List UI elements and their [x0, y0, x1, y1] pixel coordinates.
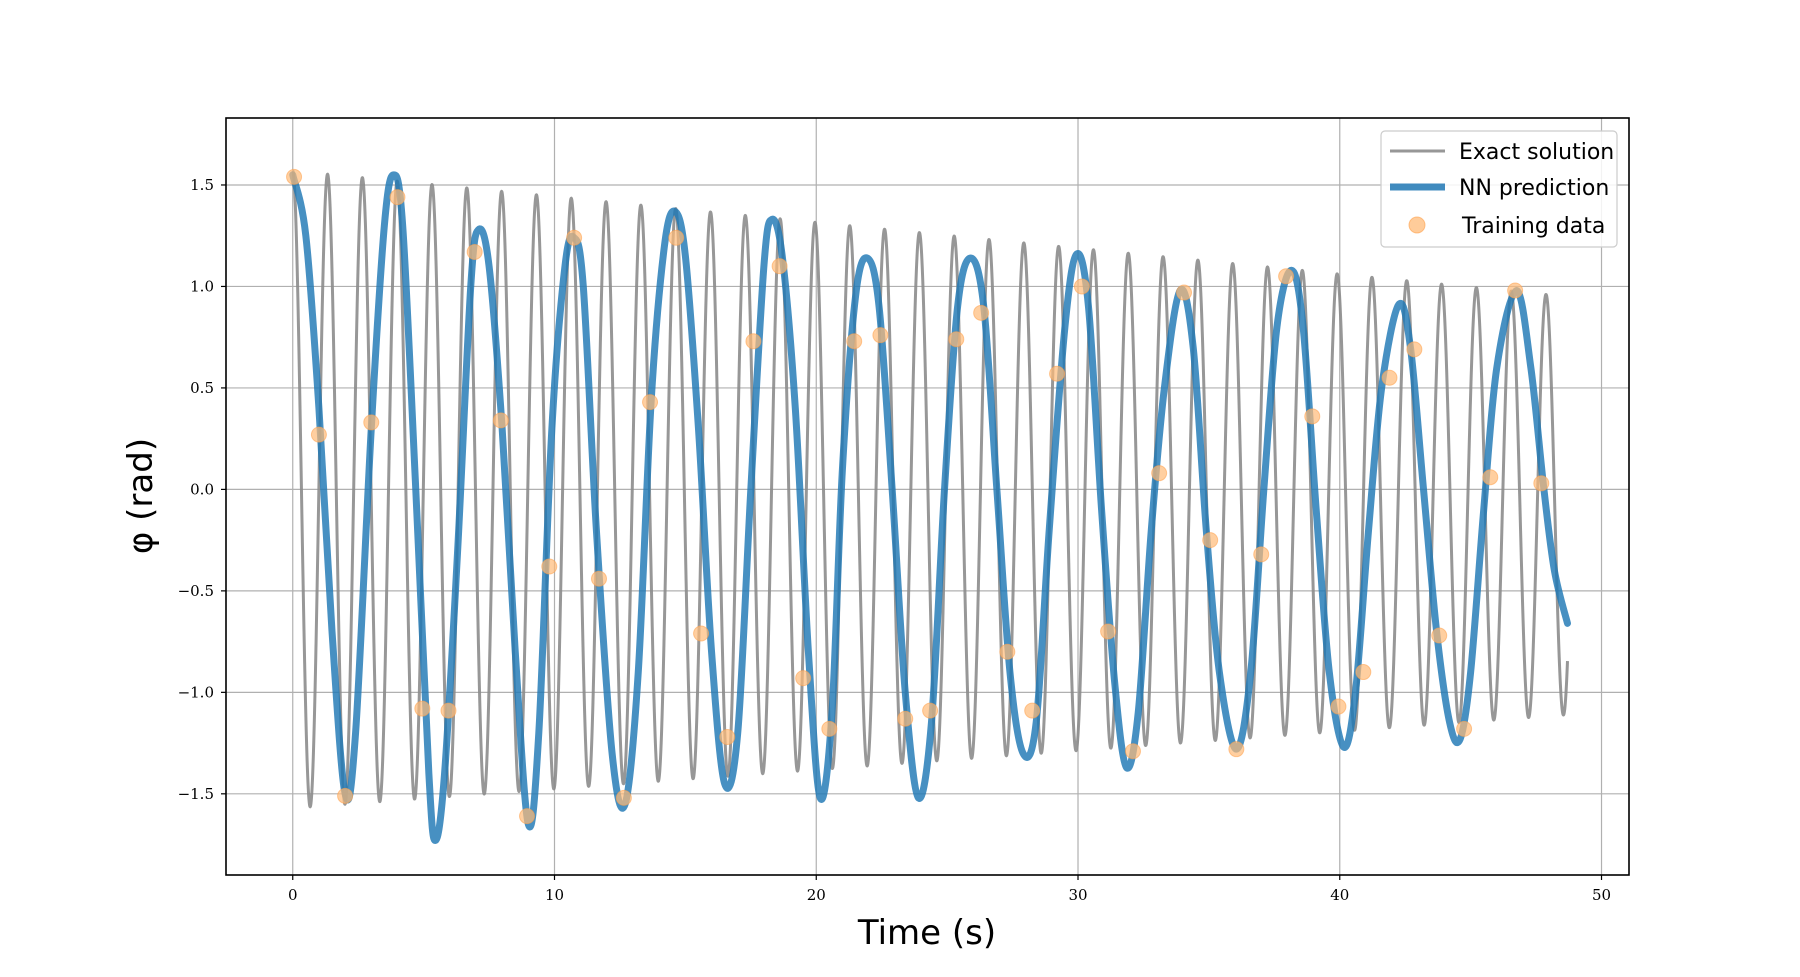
training-data-point [615, 789, 632, 806]
y-tick-label: 0.0 [190, 480, 214, 498]
nn-prediction-line [289, 171, 1571, 844]
x-axis-label: Time (s) [857, 913, 996, 953]
y-tick-label: 1.5 [190, 176, 214, 194]
training-data-point [1330, 698, 1347, 715]
training-data-point [846, 333, 863, 350]
training-data-point [591, 570, 607, 587]
training-data-point [566, 229, 583, 246]
training-data-point [363, 414, 380, 431]
training-data-point [1049, 365, 1066, 382]
training-data-point [922, 702, 939, 719]
training-data-point [541, 558, 558, 575]
legend-label-nn: NN prediction [1459, 176, 1609, 201]
training-data-point [1355, 664, 1372, 681]
x-tick-label: 0 [288, 886, 298, 904]
training-data-point [440, 702, 457, 719]
y-tick-label: −1.0 [178, 683, 214, 701]
training-data-point [1202, 532, 1219, 549]
training-data-point [795, 670, 812, 687]
y-tick-label: −0.5 [178, 582, 214, 600]
training-data-point [310, 426, 327, 443]
training-data-point [1100, 623, 1117, 640]
y-tick-label: −1.5 [178, 785, 214, 803]
training-data-point [1278, 268, 1295, 285]
training-data-point [1304, 408, 1321, 425]
training-data-point [389, 189, 406, 206]
legend-swatch-training [1408, 216, 1426, 234]
training-data-point [1073, 278, 1090, 295]
legend-label-training: Training data [1461, 214, 1605, 239]
x-tick-label: 30 [1068, 886, 1087, 904]
training-data-point [973, 304, 990, 321]
y-tick-label: 0.5 [190, 379, 214, 397]
training-data-point [286, 168, 303, 185]
x-tick-label: 10 [545, 886, 564, 904]
x-tick-label: 50 [1592, 886, 1611, 904]
training-data-point [1456, 720, 1473, 737]
training-data-point [693, 625, 710, 642]
training-data-point [1406, 341, 1423, 358]
training-data-point [642, 394, 659, 411]
training-data-point [999, 643, 1016, 660]
training-data-point [1124, 743, 1141, 760]
training-data-point [719, 728, 736, 745]
training-data-point [1228, 741, 1245, 758]
plot-area [286, 168, 1571, 844]
y-axis-label: φ (rad) [121, 438, 161, 554]
training-data-point [1482, 469, 1499, 486]
training-data-point [771, 258, 788, 275]
training-data-point [1381, 369, 1398, 386]
training-data-point [1024, 702, 1041, 719]
training-data-point [519, 808, 536, 825]
training-data-point [897, 710, 914, 727]
training-data-point [492, 412, 509, 429]
legend-box [1380, 130, 1618, 248]
legend: Exact solution NN prediction Training da… [1380, 130, 1618, 248]
x-tick-label: 20 [807, 886, 826, 904]
axis-ticks: 0 10 20 30 40 50 1.5 1.0 0.5 0.0 −0.5 −1.0 −1.5 [178, 176, 1612, 904]
training-data-point [414, 700, 431, 717]
training-data-point [1431, 627, 1448, 644]
training-data-point [1176, 284, 1193, 301]
training-data-point [948, 331, 965, 348]
training-data-point [745, 333, 762, 350]
y-tick-label: 1.0 [190, 277, 214, 295]
training-data-point [1533, 475, 1550, 492]
training-data-point [1253, 546, 1270, 563]
training-data-point [872, 327, 889, 344]
legend-label-exact: Exact solution [1459, 140, 1614, 165]
training-data-point [821, 720, 838, 737]
x-tick-label: 40 [1330, 886, 1349, 904]
training-data-point [668, 229, 685, 246]
exact-solution-line [291, 169, 1569, 809]
training-data-point [466, 243, 483, 260]
training-data-point [1507, 282, 1524, 299]
plot-frame [225, 117, 1630, 876]
training-data-point [1151, 465, 1168, 482]
training-data-point [337, 787, 354, 804]
